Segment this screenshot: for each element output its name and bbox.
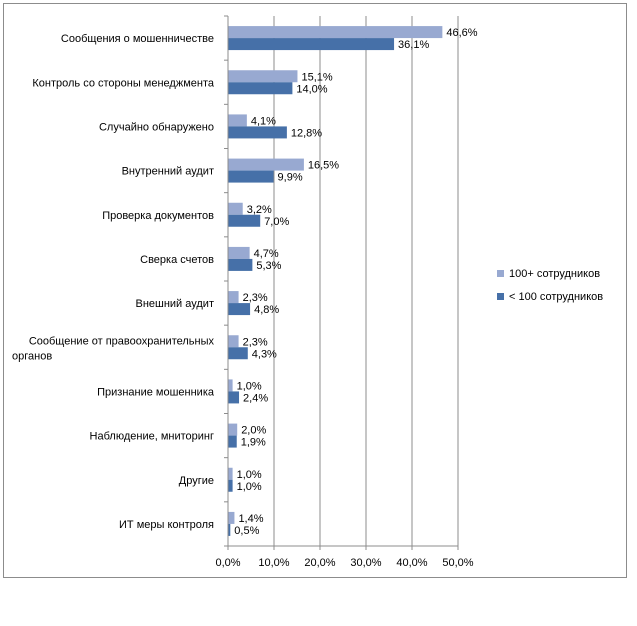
bar-large-companies [228,511,235,524]
data-label: 1,0% [237,380,262,392]
category-label: Контроль со стороны менеджмента [32,77,215,89]
x-tick-label: 30,0% [350,557,381,569]
data-label: 3,2% [247,204,272,216]
category-labels: Сообщения о мошенничестве Контроль со сто… [12,33,215,531]
data-label: 1,0% [237,481,262,493]
data-label: 1,0% [237,469,262,481]
bar-small-companies [228,523,231,536]
x-tick-label: 0,0% [215,557,240,569]
data-label: 36,1% [398,39,429,51]
bar-large-companies [228,291,239,304]
category-label: Сообщения о мошенничестве [61,33,214,45]
data-label: 16,5% [308,160,339,172]
legend-label: 100+ сотрудников [509,268,600,280]
legend-swatch [497,270,504,277]
x-tick-label: 20,0% [304,557,335,569]
data-label: 7,0% [264,216,289,228]
category-label: Наблюдение, мниторинг [90,431,214,443]
bar-large-companies [228,202,243,215]
category-label: Внешний аудит [135,298,214,310]
bar-small-companies [228,170,274,183]
data-label: 1,4% [238,513,263,525]
category-label: ИТ меры контроля [119,519,214,531]
bar-small-companies [228,126,287,139]
bar-large-companies [228,379,233,392]
bar-large-companies [228,70,298,83]
data-label: 14,0% [296,83,327,95]
data-label: 2,3% [243,292,268,304]
x-tick-label: 50,0% [442,557,473,569]
data-label: 15,1% [301,71,332,83]
data-label: 12,8% [291,127,322,139]
chart-frame [3,3,627,578]
bar-small-companies [228,82,293,95]
data-label: 4,1% [251,115,276,127]
tick-labels: 0,0% 10,0% 20,0% 30,0% 40,0% 50,0% [215,557,473,569]
bar-large-companies [228,423,238,436]
data-label: 2,4% [243,392,268,404]
bar-large-companies [228,114,247,127]
bar-small-companies [228,347,248,360]
x-tick-label: 10,0% [258,557,289,569]
category-label: Признание мошенника [97,386,215,398]
data-labels: 46,6% 36,1% 15,1%14,0% 4,1% 12,8% 16,5% 9,9% 3,… [234,27,477,537]
legend-label: < 100 сотрудников [509,291,603,303]
category-label: Другие [179,475,214,487]
data-label: 0,5% [234,525,259,537]
legend: 100+ сотрудников < 100 сотрудников [497,268,603,303]
bars [228,26,443,536]
bar-large-companies [228,467,233,480]
data-label: 9,9% [278,172,303,184]
category-label: Случайно обнаружено [99,121,214,133]
data-label: 4,8% [254,304,279,316]
data-label: 4,7% [254,248,279,260]
category-label: Внутренний аудит [122,166,214,178]
category-label: Сверка счетов [140,254,214,266]
bar-small-companies [228,258,253,271]
bar-small-companies [228,391,240,404]
data-label: 2,3% [243,336,268,348]
data-label: 2,0% [241,425,266,437]
legend-swatch [497,293,504,300]
bar-small-companies [228,479,233,492]
bar-small-companies [228,435,237,448]
bar-small-companies [228,303,251,316]
data-label: 5,3% [256,260,281,272]
axes [224,15,459,550]
category-label: Сообщение от правоохранительных органов [12,335,214,362]
x-tick-label: 40,0% [396,557,427,569]
gridlines [273,16,459,546]
category-label: Проверка документов [102,210,214,222]
bar-large-companies [228,158,304,171]
bar-large-companies [228,335,239,348]
data-label: 1,9% [241,437,266,449]
bar-large-companies [228,246,250,259]
bar-small-companies [228,38,395,51]
data-label: 4,3% [252,348,277,360]
bar-small-companies [228,214,261,227]
data-label: 46,6% [446,27,477,39]
bar-large-companies [228,26,443,39]
